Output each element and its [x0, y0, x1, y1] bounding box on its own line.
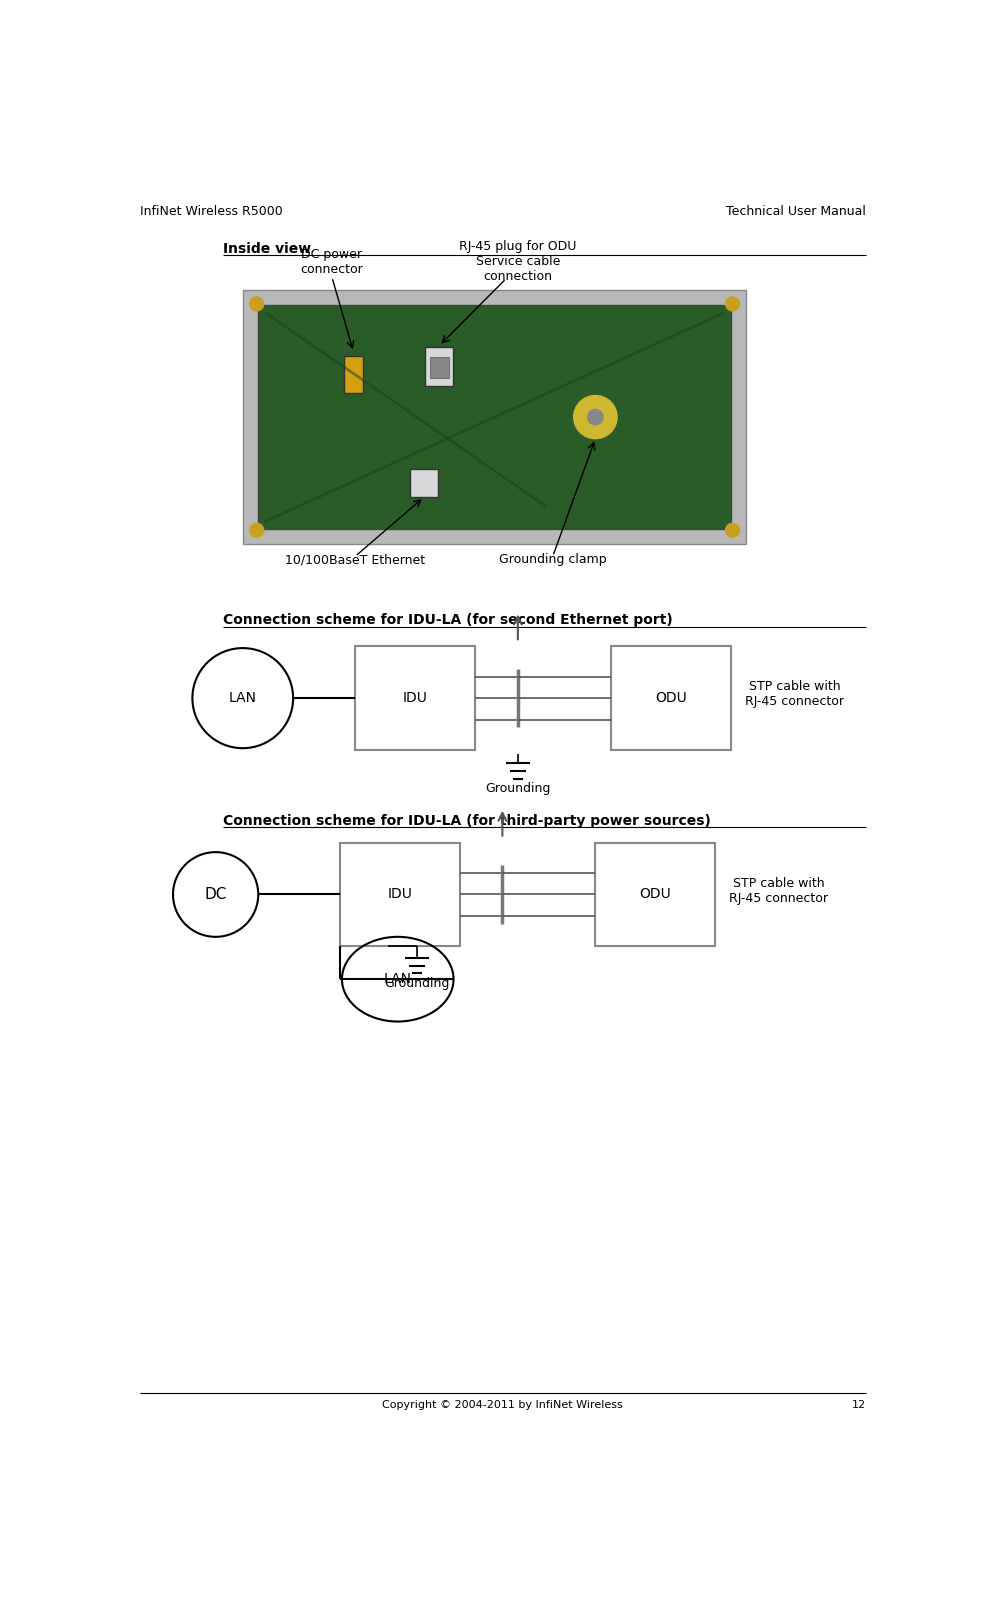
- Text: Grounding: Grounding: [385, 977, 450, 990]
- Text: Connection scheme for IDU-LA (for second Ethernet port): Connection scheme for IDU-LA (for second…: [224, 614, 673, 628]
- Text: 10/100BaseT Ethernet: 10/100BaseT Ethernet: [285, 553, 425, 567]
- Text: Grounding: Grounding: [486, 782, 550, 796]
- Text: DC: DC: [204, 888, 227, 902]
- FancyBboxPatch shape: [430, 357, 448, 378]
- Circle shape: [250, 296, 264, 311]
- Text: STP cable with
RJ-45 connector: STP cable with RJ-45 connector: [745, 681, 844, 708]
- FancyBboxPatch shape: [611, 646, 731, 750]
- Circle shape: [574, 396, 617, 439]
- Circle shape: [250, 524, 264, 537]
- Text: Copyright © 2004-2011 by InfiNet Wireless: Copyright © 2004-2011 by InfiNet Wireles…: [383, 1400, 623, 1410]
- FancyBboxPatch shape: [410, 469, 439, 497]
- Text: Technical User Manual: Technical User Manual: [726, 205, 866, 218]
- FancyBboxPatch shape: [242, 290, 747, 545]
- Circle shape: [726, 524, 740, 537]
- Text: InfiNet Wireless R5000: InfiNet Wireless R5000: [139, 205, 283, 218]
- Text: LAN: LAN: [229, 690, 257, 705]
- Text: Connection scheme for IDU-LA (for third-party power sources): Connection scheme for IDU-LA (for third-…: [224, 814, 711, 828]
- Text: LAN: LAN: [384, 972, 412, 987]
- FancyBboxPatch shape: [258, 306, 731, 529]
- FancyBboxPatch shape: [355, 646, 475, 750]
- FancyBboxPatch shape: [344, 356, 363, 392]
- Text: 12: 12: [852, 1400, 866, 1410]
- Text: STP cable with
RJ-45 connector: STP cable with RJ-45 connector: [730, 876, 828, 905]
- Circle shape: [588, 410, 603, 425]
- Text: DC power
connector: DC power connector: [300, 248, 363, 276]
- Text: ODU: ODU: [655, 690, 687, 705]
- FancyBboxPatch shape: [595, 843, 715, 947]
- Text: Grounding clamp: Grounding clamp: [499, 553, 606, 567]
- Circle shape: [726, 296, 740, 311]
- FancyBboxPatch shape: [339, 843, 460, 947]
- FancyBboxPatch shape: [425, 348, 453, 386]
- Text: ODU: ODU: [640, 888, 671, 902]
- Text: IDU: IDU: [403, 690, 428, 705]
- Text: RJ-45 plug for ODU
Service cable
connection: RJ-45 plug for ODU Service cable connect…: [459, 240, 577, 284]
- Text: IDU: IDU: [387, 888, 412, 902]
- Text: Inside view: Inside view: [224, 242, 312, 256]
